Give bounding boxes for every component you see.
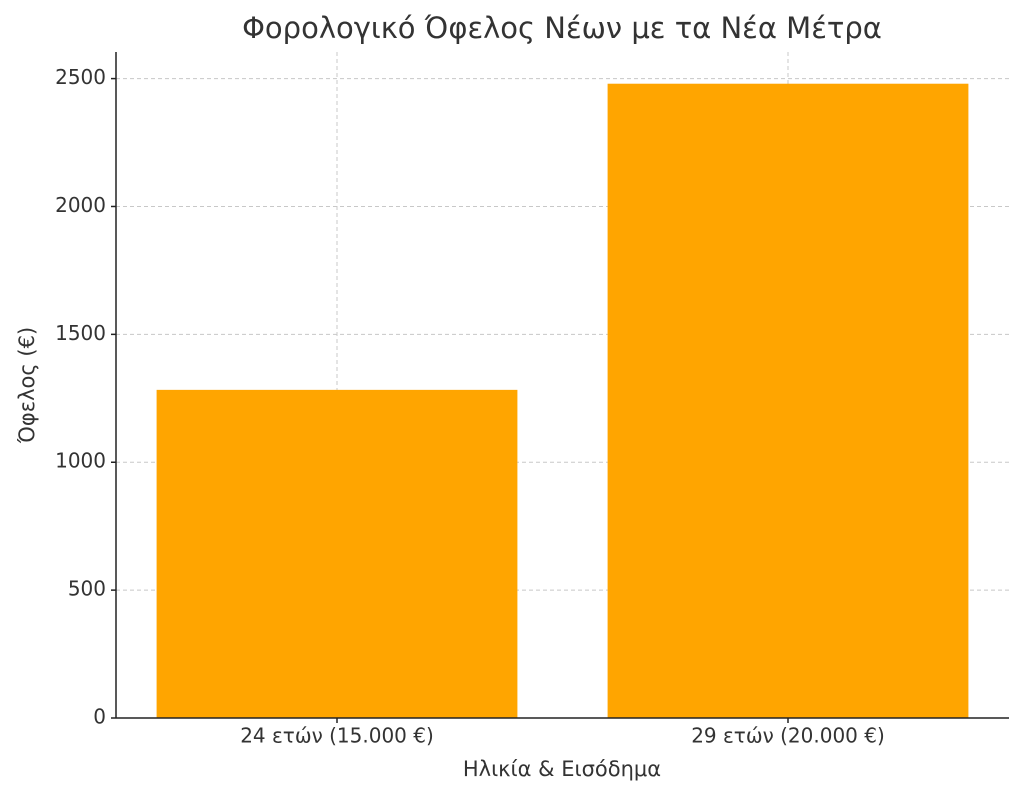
y-tick-label: 0 <box>93 705 106 729</box>
x-axis-label: Ηλικία & Εισόδημα <box>463 757 661 781</box>
y-tick-label: 500 <box>68 577 106 601</box>
bar <box>607 83 969 718</box>
bar <box>156 389 518 718</box>
y-tick-label: 1000 <box>55 449 106 473</box>
x-tick-label: 29 ετών (20.000 €) <box>691 724 885 748</box>
y-tick-label: 2000 <box>55 193 106 217</box>
x-tick-label: 24 ετών (15.000 €) <box>240 724 434 748</box>
y-tick-label: 2500 <box>55 65 106 89</box>
y-tick-label: 1500 <box>55 321 106 345</box>
chart-title: Φορολογικό Όφελος Νέων με τα Νέα Μέτρα <box>242 11 882 45</box>
y-axis-label: Όφελος (€) <box>15 327 39 444</box>
